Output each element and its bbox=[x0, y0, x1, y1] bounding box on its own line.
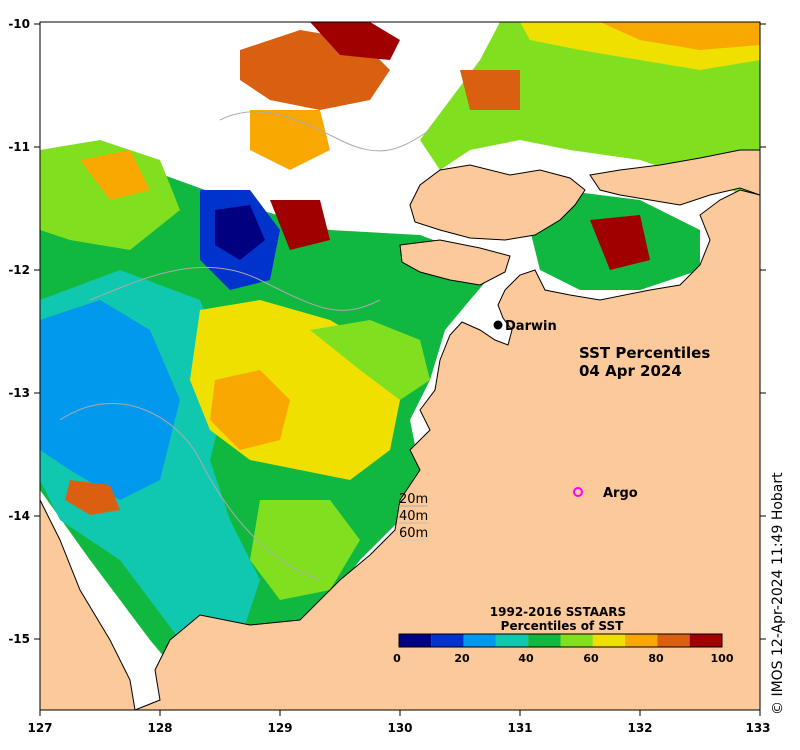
sst-percentile-zone bbox=[40, 300, 180, 500]
northern-coast-strip bbox=[589, 149, 760, 206]
sst-percentile-zone bbox=[210, 370, 290, 450]
y-tick-label: -12 bbox=[8, 263, 30, 277]
depth-contour-line bbox=[89, 266, 381, 311]
map-date: 04 Apr 2024 bbox=[579, 362, 682, 380]
map-title: SST Percentiles bbox=[579, 344, 710, 362]
x-tick-label: 130 bbox=[387, 721, 412, 735]
legend-swatch bbox=[495, 634, 529, 647]
sst-percentile-zone bbox=[460, 70, 520, 110]
y-axis: -10 -11 -12 -13 -14 -15 bbox=[8, 17, 766, 646]
x-tick-label: 127 bbox=[27, 721, 52, 735]
legend-swatches bbox=[399, 634, 722, 647]
sst-percentile-zone bbox=[215, 205, 265, 260]
legend-tick-label: 60 bbox=[583, 652, 599, 665]
legend-swatch bbox=[399, 634, 432, 647]
sst-percentile-zone bbox=[310, 22, 400, 60]
depth-label-60m: 60m bbox=[399, 526, 428, 541]
x-tick-label: 132 bbox=[627, 721, 652, 735]
legend-swatch bbox=[463, 634, 496, 647]
y-tick-label: -10 bbox=[8, 17, 30, 31]
map-plot-area bbox=[40, 22, 760, 710]
depth-label-40m: 40m bbox=[399, 509, 428, 524]
depth-contour-line bbox=[219, 111, 431, 152]
place-darwin[interactable]: Darwin bbox=[493, 319, 557, 334]
x-tick-label: 133 bbox=[745, 721, 770, 735]
legend-tick-label: 100 bbox=[711, 652, 734, 665]
land-mass bbox=[40, 149, 760, 710]
place-label: Argo bbox=[603, 486, 638, 501]
legend-swatch bbox=[431, 634, 464, 647]
legend-swatch bbox=[592, 634, 626, 647]
sst-data-field bbox=[40, 22, 760, 700]
color-legend: 1992-2016 SSTAARS Percentiles of SST 0 2… bbox=[393, 605, 734, 665]
x-tick-label: 131 bbox=[507, 721, 532, 735]
legend-subtitle: Percentiles of SST bbox=[501, 619, 624, 633]
sst-percentile-zone bbox=[250, 110, 330, 170]
sst-percentile-zone bbox=[310, 320, 430, 400]
bathurst-island bbox=[399, 239, 511, 286]
sst-percentile-zone bbox=[250, 500, 360, 600]
mainland bbox=[40, 189, 760, 710]
legend-title: 1992-2016 SSTAARS bbox=[490, 605, 626, 619]
location-dot-icon bbox=[493, 320, 503, 330]
legend-swatch bbox=[560, 634, 593, 647]
melville-island bbox=[409, 164, 586, 241]
y-tick-label: -14 bbox=[8, 509, 30, 523]
legend-swatch bbox=[657, 634, 690, 647]
legend-swatch bbox=[689, 634, 722, 647]
depth-contour-line bbox=[59, 402, 321, 581]
legend-swatch bbox=[528, 634, 561, 647]
legend-tick-label: 0 bbox=[393, 652, 401, 665]
argo-float-icon bbox=[573, 487, 583, 497]
x-tick-label: 128 bbox=[147, 721, 172, 735]
legend-tick-label: 40 bbox=[518, 652, 534, 665]
legend-swatch bbox=[625, 634, 658, 647]
y-tick-label: -13 bbox=[8, 386, 30, 400]
x-tick-label: 129 bbox=[267, 721, 292, 735]
y-tick-label: -15 bbox=[8, 632, 30, 646]
legend-tick-label: 20 bbox=[454, 652, 470, 665]
depth-label-20m: 20m bbox=[399, 492, 428, 507]
credit-text: © IMOS 12-Apr-2024 11:49 Hobart bbox=[770, 472, 786, 715]
sst-percentile-zone bbox=[590, 215, 650, 270]
legend-bar-frame bbox=[398, 633, 723, 648]
x-axis: 127 128 129 130 131 132 133 bbox=[27, 710, 771, 735]
y-tick-label: -11 bbox=[8, 140, 30, 154]
legend-tick-label: 80 bbox=[648, 652, 664, 665]
depth-contour-key: 20m 40m 60m bbox=[399, 492, 428, 541]
sst-percentile-zone bbox=[420, 22, 760, 200]
place-label: Darwin bbox=[505, 319, 557, 334]
sst-percentile-zone bbox=[600, 22, 760, 50]
sst-percentile-zone bbox=[270, 200, 330, 250]
sst-percentile-zone bbox=[65, 480, 120, 515]
sst-percentile-zone bbox=[80, 150, 150, 200]
place-argo[interactable]: Argo bbox=[573, 486, 638, 501]
